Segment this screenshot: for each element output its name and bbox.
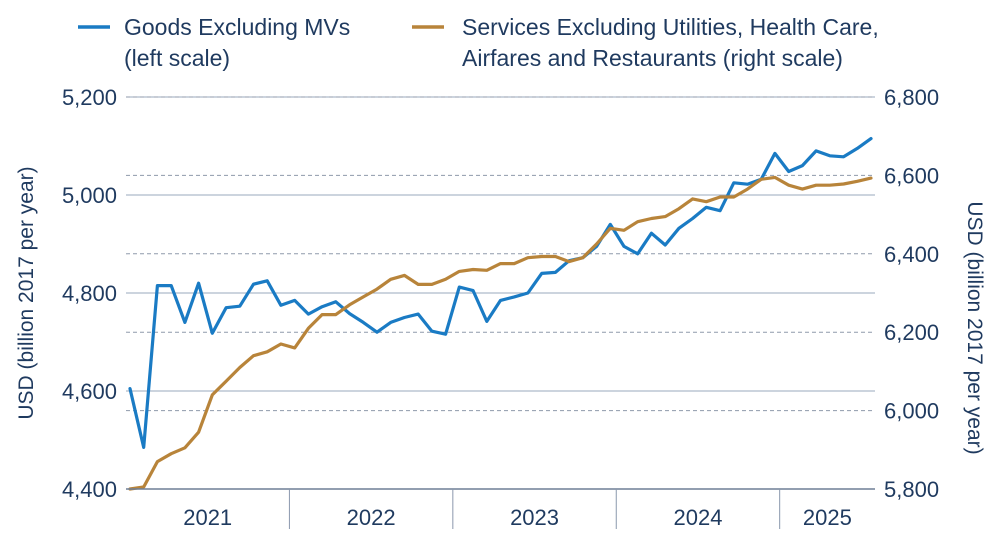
- x-tick-label: 2023: [510, 505, 559, 530]
- gridlines: [126, 96, 875, 412]
- left-tick-label: 5,200: [62, 85, 117, 110]
- left-tick-label: 4,800: [62, 281, 117, 306]
- right-axis-title: USD (billion 2017 per year): [963, 201, 986, 454]
- right-tick-label: 6,800: [884, 85, 939, 110]
- legend-label: Airfares and Restaurants (right scale): [462, 45, 843, 71]
- right-tick-label: 6,000: [884, 399, 939, 424]
- left-tick-label: 5,000: [62, 183, 117, 208]
- services-series-line: [128, 175, 873, 491]
- left-tick-label: 4,400: [62, 477, 117, 502]
- right-tick-label: 6,600: [884, 163, 939, 188]
- x-tick-label: 2024: [673, 505, 722, 530]
- left-tick-label: 4,600: [62, 379, 117, 404]
- left-axis-title: USD (billion 2017 per year): [15, 166, 38, 419]
- x-tick-label: 2025: [803, 505, 852, 530]
- axes: 2021 2022 2023 2024 2025 4,400 4,600 4,800 5,000…: [15, 85, 986, 530]
- x-tick-label: 2022: [347, 505, 396, 530]
- x-tick-label: 2021: [183, 505, 232, 530]
- goods-series-line: [128, 137, 873, 449]
- right-tick-label: 6,400: [884, 242, 939, 267]
- right-tick-label: 6,200: [884, 320, 939, 345]
- legend-label: Services Excluding Utilities, Health Car…: [462, 14, 879, 40]
- right-tick-label: 5,800: [884, 477, 939, 502]
- legend-label: Goods Excluding MVs: [124, 14, 350, 40]
- legend: Goods Excluding MVs (left scale) Services …: [78, 14, 879, 71]
- series-lines: [128, 137, 873, 491]
- legend-label: (left scale): [124, 45, 230, 71]
